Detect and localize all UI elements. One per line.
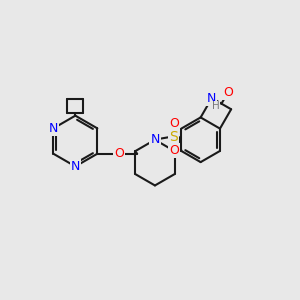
Text: N: N: [71, 160, 80, 173]
Text: O: O: [223, 86, 233, 99]
Text: O: O: [169, 144, 179, 157]
Text: S: S: [169, 130, 178, 144]
Text: N: N: [49, 122, 58, 135]
Text: N: N: [150, 133, 160, 146]
Text: N: N: [207, 92, 217, 105]
Text: H: H: [212, 101, 219, 112]
Text: O: O: [114, 147, 124, 160]
Text: O: O: [169, 117, 179, 130]
